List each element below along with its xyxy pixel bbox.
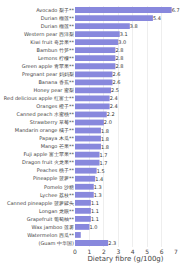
- svg-text:Papaya 木瓜**: Papaya 木瓜**: [39, 135, 74, 142]
- svg-text:1.8: 1.8: [101, 136, 109, 142]
- svg-text:1: 1: [88, 248, 92, 255]
- svg-text:Pregnant pear 妈妈梨: Pregnant pear 妈妈梨: [22, 71, 74, 78]
- svg-text:Western pear 西洋梨: Western pear 西洋梨: [24, 31, 74, 38]
- svg-text:Fuji apple 富士苹果**: Fuji apple 富士苹果**: [23, 151, 74, 158]
- svg-text:Grapefruit 葡萄柚**: Grapefruit 葡萄柚**: [27, 216, 75, 223]
- svg-text:1.4: 1.4: [95, 176, 103, 182]
- svg-text:2: 2: [102, 248, 106, 255]
- svg-text:Mandarin orange 橘子**: Mandarin orange 橘子**: [15, 127, 75, 134]
- svg-text:3: 3: [116, 248, 120, 255]
- svg-text:1.1: 1.1: [91, 200, 99, 206]
- svg-text:Mango 芒果**: Mango 芒果**: [41, 143, 75, 150]
- svg-text:2.6: 2.6: [113, 79, 121, 85]
- svg-text:1.7: 1.7: [100, 160, 108, 166]
- svg-text:2.0: 2.0: [104, 119, 112, 125]
- svg-text:Banana 香蕉**: Banana 香蕉**: [38, 79, 74, 85]
- svg-text:2.4: 2.4: [110, 103, 118, 109]
- svg-text:Strawberry 草莓**: Strawberry 草莓**: [30, 119, 75, 126]
- svg-text:2.5: 2.5: [111, 87, 119, 93]
- svg-text:Pineapple 菠萝**: Pineapple 菠萝**: [33, 175, 75, 182]
- svg-text:1.3: 1.3: [94, 192, 102, 198]
- svg-text:1.1: 1.1: [91, 208, 99, 214]
- svg-text:Kiwi fruit 奇异果**: Kiwi fruit 奇异果**: [30, 39, 74, 45]
- svg-text:6.7: 6.7: [172, 7, 180, 13]
- svg-text:7: 7: [174, 248, 178, 255]
- svg-text:Dragon fruit 火龙果**: Dragon fruit 火龙果**: [22, 159, 74, 166]
- svg-text:2.8: 2.8: [115, 55, 123, 61]
- svg-text:6: 6: [160, 248, 164, 255]
- svg-text:1.5: 1.5: [97, 168, 105, 174]
- svg-text:Canned pineapple 菠萝罐头: Canned pineapple 菠萝罐头: [7, 200, 74, 207]
- svg-text:Dietary fibre (g/100g): Dietary fibre (g/100g): [87, 255, 163, 263]
- svg-text:1.8: 1.8: [101, 128, 109, 134]
- svg-text:Canned peach 水蜜桃**: Canned peach 水蜜桃**: [16, 111, 74, 118]
- svg-text:Durian 榴莲**: Durian 榴莲**: [41, 23, 75, 29]
- svg-text:Green apple 青苹果**: Green apple 青苹果**: [22, 63, 75, 70]
- svg-text:Wax jamboo 莲雾: Wax jamboo 莲雾: [32, 224, 74, 231]
- svg-text:Avocado 梨子**: Avocado 梨子**: [36, 7, 74, 13]
- svg-text:2.2: 2.2: [107, 111, 115, 117]
- svg-text:Red delicious apple 红富士**: Red delicious apple 红富士**: [4, 95, 75, 102]
- svg-text:Oranges 橙子**: Oranges 橙子**: [36, 103, 74, 110]
- svg-text:3.8: 3.8: [130, 23, 138, 29]
- svg-text:2.4: 2.4: [110, 95, 118, 101]
- svg-text:3.1: 3.1: [120, 31, 128, 37]
- svg-text:5: 5: [145, 248, 149, 255]
- svg-text:Honey pear 蜜梨: Honey pear 蜜梨: [33, 87, 74, 94]
- svg-text:Watermelon 西瓜**: Watermelon 西瓜**: [27, 232, 74, 238]
- svg-text:Lychee 荔枝**: Lychee 荔枝**: [40, 192, 74, 199]
- svg-text:(Guam 中华国): (Guam 中华国): [39, 240, 75, 246]
- svg-text:2.3: 2.3: [108, 240, 116, 246]
- svg-text:Peaches 桃子**: Peaches 桃子**: [37, 167, 75, 173]
- svg-text:Bambun 竹笋**: Bambun 竹笋**: [37, 47, 75, 53]
- svg-text:1.0: 1.0: [89, 224, 97, 230]
- svg-text:Longan 龙眼**: Longan 龙眼**: [39, 208, 74, 215]
- svg-text:1.3: 1.3: [94, 184, 102, 190]
- svg-text:Durian 榴莲**: Durian 榴莲**: [41, 15, 75, 21]
- svg-text:2.6: 2.6: [113, 71, 121, 77]
- svg-text:Pomelo 沙糖: Pomelo 沙糖: [44, 184, 74, 190]
- svg-text:0: 0: [73, 248, 77, 255]
- svg-text:2.8: 2.8: [115, 47, 123, 53]
- svg-text:1.7: 1.7: [100, 152, 108, 158]
- svg-text:5.4: 5.4: [153, 15, 161, 21]
- svg-text:2.8: 2.8: [115, 63, 123, 69]
- svg-text:1.1: 1.1: [91, 216, 99, 222]
- svg-text:3.0: 3.0: [118, 39, 126, 45]
- svg-text:1.8: 1.8: [101, 144, 109, 150]
- svg-text:4: 4: [131, 248, 135, 255]
- svg-text:Lemons 柠檬**: Lemons 柠檬**: [38, 55, 75, 61]
